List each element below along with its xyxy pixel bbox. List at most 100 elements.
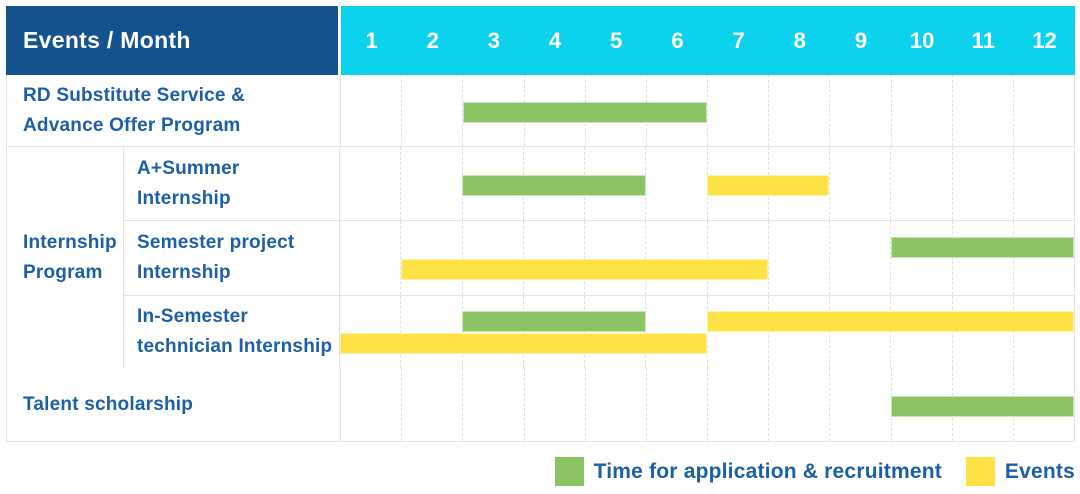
month-gridline-column (523, 368, 585, 441)
month-gridline-column (400, 147, 461, 220)
month-header-cell-9: 9 (854, 27, 868, 53)
month-header-cell-1: 1 (365, 27, 378, 53)
month-gridline-column (890, 221, 951, 295)
month-header-cell-11: 11 (971, 27, 995, 53)
recruitment-bar (890, 395, 1074, 417)
month-gridline-column (340, 221, 400, 295)
month-header-cell-10: 10 (909, 27, 935, 53)
row-label-line: In-Semester (137, 306, 248, 327)
month-gridline-column (890, 147, 951, 220)
event-bar (707, 174, 830, 196)
row-label-line: Semester project (137, 232, 295, 253)
month-gridline-column (645, 368, 707, 441)
month-header-cell-4: 4 (548, 27, 562, 53)
table-body: RD Substitute Service & Advance Offer Pr… (6, 75, 1075, 442)
row-label-semester-project-internship: Semester project Internship (124, 221, 340, 295)
group-internship-program: Internship Program A+Summer Internship S… (7, 146, 1074, 368)
month-header-cell-6: 6 (671, 27, 684, 53)
row-label-a-summer-internship: A+Summer Internship (124, 147, 340, 220)
group-subrows: A+Summer Internship Semester project Int… (124, 147, 1074, 368)
month-header-cell-2: 2 (426, 27, 439, 53)
row-label-in-semester-technician-internship: In-Semester technician Internship (124, 296, 340, 368)
row-label-rd-substitute: RD Substitute Service & Advance Offer Pr… (7, 75, 341, 146)
month-gridline-column (829, 75, 890, 146)
month-gridline-column (584, 221, 645, 295)
group-label-line: Internship (23, 231, 117, 253)
month-gridline-column (400, 296, 461, 368)
month-gridline-column (645, 221, 706, 295)
month-gridline-column (829, 147, 890, 220)
events-month-header-label: Events / Month (23, 27, 191, 53)
event-bar (401, 259, 769, 280)
row-label-line: A+Summer (137, 157, 240, 179)
row-label-line: technician Internship (137, 336, 333, 357)
recruitment-bar (463, 101, 708, 123)
recruitment-bar (462, 311, 646, 332)
month-header-cell-3: 3 (487, 27, 501, 53)
month-gridline-column (462, 368, 523, 441)
month-gridline-column (584, 296, 645, 368)
month-gridline-column (462, 75, 523, 146)
month-gridline-column (340, 296, 400, 368)
month-gridline-column (522, 296, 584, 368)
table-header-row: Events / Month 1 2 3 4 5 6 7 8 9 10 11 12 (6, 6, 1075, 75)
row-label-talent-scholarship: Talent scholarship (7, 368, 341, 441)
month-gridline-column (341, 368, 401, 441)
month-gridline-column (522, 221, 584, 295)
event-bar (340, 333, 707, 354)
month-gridline-column (1012, 75, 1074, 146)
row-label-line: Advance Offer Program (23, 114, 241, 136)
group-label-line: Program (23, 261, 103, 283)
month-gridline-column (890, 296, 951, 368)
month-gridline-column (951, 296, 1013, 368)
row-label-line: Internship (137, 262, 231, 283)
legend-recruitment-label: Time for application & recruitment (593, 459, 942, 483)
month-gridline-column (645, 296, 706, 368)
row-label-line: Internship (137, 187, 231, 209)
chart-area-in-semester-technician-internship (340, 296, 1074, 368)
month-gridline-column (584, 368, 646, 441)
month-gridline-column (829, 368, 890, 441)
month-gridline-column (768, 75, 829, 146)
legend-item-events: Events (965, 457, 1075, 486)
month-gridline-column (768, 368, 829, 441)
row-label-line: Talent scholarship (23, 393, 194, 415)
row-rd-substitute: RD Substitute Service & Advance Offer Pr… (7, 75, 1074, 146)
row-label-line: RD Substitute Service & (23, 84, 246, 106)
month-gridline-column (1012, 296, 1074, 368)
chart-area-talent-scholarship (341, 368, 1074, 441)
month-gridline-column (890, 75, 952, 146)
events-color-swatch-icon (965, 457, 995, 486)
month-gridline-column (340, 147, 400, 220)
month-gridline-column (767, 296, 829, 368)
month-gridline-column (401, 75, 462, 146)
legend-events-label: Events (1004, 459, 1075, 483)
month-gridline-column (829, 221, 890, 295)
month-gridline-column (461, 296, 523, 368)
event-bar (707, 311, 1074, 332)
chart-area-rd-substitute (341, 75, 1074, 146)
events-month-header-cell: Events / Month (6, 6, 338, 75)
legend: Time for application & recruitment Event… (554, 457, 1075, 486)
header-gap (338, 6, 341, 75)
month-gridline-column (461, 221, 523, 295)
row-a-summer-internship: A+Summer Internship (124, 147, 1074, 220)
month-header-cell-8: 8 (793, 27, 806, 53)
month-gridline-column (341, 75, 401, 146)
month-gridline-column (1012, 221, 1074, 295)
chart-area-a-summer-internship (340, 147, 1074, 220)
month-gridline-column (1012, 147, 1074, 220)
row-in-semester-technician-internship: In-Semester technician Internship (124, 295, 1074, 368)
recruitment-bar (890, 237, 1074, 258)
month-gridline-column (706, 296, 768, 368)
month-header-strip: 1 2 3 4 5 6 7 8 9 10 11 12 (341, 6, 1075, 75)
month-gridline-column (951, 75, 1013, 146)
month-gridline-column (645, 147, 706, 220)
recruitment-color-swatch-icon (554, 457, 584, 486)
month-gridline-column (951, 147, 1013, 220)
recruitment-bar (462, 174, 646, 196)
month-header-cell-7: 7 (732, 27, 745, 53)
legend-item-recruitment: Time for application & recruitment (554, 457, 942, 486)
month-header-cell-5: 5 (610, 27, 623, 53)
